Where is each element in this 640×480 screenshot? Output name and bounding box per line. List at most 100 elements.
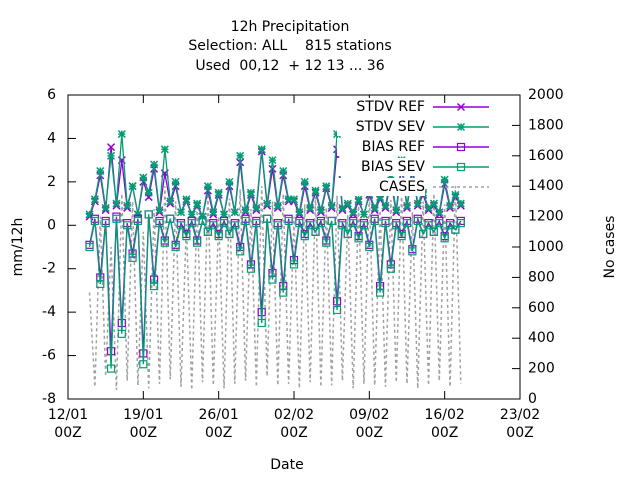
marker [246, 264, 256, 273]
marker [354, 234, 363, 243]
marker-stroke [117, 329, 126, 338]
marker-stroke [397, 232, 406, 241]
marker [295, 219, 304, 228]
marker [112, 214, 121, 223]
y-axis-label: mm/12h [10, 218, 26, 277]
marker [456, 122, 466, 132]
marker-stroke [171, 242, 180, 252]
marker [219, 219, 229, 228]
marker [375, 288, 385, 297]
legend-bg [337, 158, 425, 176]
marker [107, 151, 116, 160]
marker [225, 177, 234, 186]
marker-stroke [440, 234, 449, 243]
marker [155, 219, 164, 228]
legend-label: STDV REF [356, 99, 425, 115]
legend-label: STDV SEV [356, 119, 426, 135]
marker-stroke [214, 232, 223, 241]
chart-subtitle: Used 00,12 + 12 13 ... 36 [195, 58, 384, 74]
marker [112, 199, 121, 208]
marker-stroke [451, 225, 460, 234]
marker [209, 208, 218, 217]
marker [230, 208, 239, 217]
marker-stroke [139, 360, 148, 369]
marker [451, 190, 460, 199]
marker [424, 221, 433, 230]
marker [413, 216, 422, 226]
marker [456, 199, 465, 208]
x-tick-label: 16/02 00Z [424, 407, 465, 441]
y2-tick-label: 400 [528, 330, 555, 346]
marker [96, 279, 105, 289]
marker [230, 221, 239, 230]
marker [117, 130, 126, 139]
marker [365, 242, 374, 252]
marker-stroke [252, 219, 261, 228]
marker [85, 242, 94, 252]
legend-bg [337, 178, 425, 196]
marker-stroke [230, 221, 239, 230]
chart-title: 12h Precipitation [231, 19, 350, 35]
marker-stroke [107, 143, 116, 152]
marker [236, 151, 245, 160]
marker [273, 221, 282, 230]
marker [311, 227, 320, 236]
marker-stroke [349, 219, 358, 228]
marker [386, 264, 395, 273]
marker [279, 166, 288, 176]
y-tick-label: -6 [42, 348, 56, 364]
marker [311, 186, 320, 195]
marker [419, 229, 428, 239]
marker-stroke [279, 288, 288, 297]
marker [429, 199, 438, 208]
marker [182, 232, 191, 241]
marker [171, 177, 180, 186]
marker-stroke [96, 279, 105, 289]
y2-tick-label: 800 [528, 269, 555, 285]
marker [354, 195, 363, 204]
marker [413, 199, 422, 208]
marker [445, 221, 455, 230]
marker-stroke [182, 232, 191, 241]
marker [241, 216, 250, 226]
marker-stroke [176, 221, 186, 230]
y-tick-label: -4 [42, 304, 56, 320]
marker [90, 195, 99, 204]
marker [128, 253, 137, 262]
marker [343, 199, 352, 208]
marker [176, 221, 186, 230]
y2-tick-label: 200 [528, 361, 555, 377]
marker [381, 201, 390, 210]
marker [381, 219, 390, 228]
marker-stroke [128, 253, 137, 262]
marker-stroke [413, 216, 422, 226]
marker [456, 219, 465, 228]
marker [273, 201, 282, 210]
series-line [88, 186, 462, 390]
marker [268, 275, 277, 284]
marker [252, 203, 261, 212]
legend-bg [337, 138, 425, 156]
marker-stroke [295, 219, 304, 228]
marker-stroke [203, 227, 213, 236]
marker-stroke [343, 229, 352, 239]
marker [117, 329, 126, 338]
marker [295, 208, 304, 217]
marker [343, 229, 352, 239]
marker-stroke [209, 221, 218, 230]
marker [214, 188, 223, 197]
marker [268, 156, 277, 165]
marker-stroke [289, 260, 299, 269]
marker-stroke [316, 219, 326, 228]
marker-stroke [359, 221, 369, 230]
marker [322, 182, 331, 191]
marker [397, 232, 406, 241]
marker [327, 201, 336, 210]
marker [123, 201, 132, 210]
marker-stroke [445, 221, 455, 230]
marker [370, 203, 379, 212]
marker [176, 208, 186, 217]
marker [257, 318, 266, 328]
